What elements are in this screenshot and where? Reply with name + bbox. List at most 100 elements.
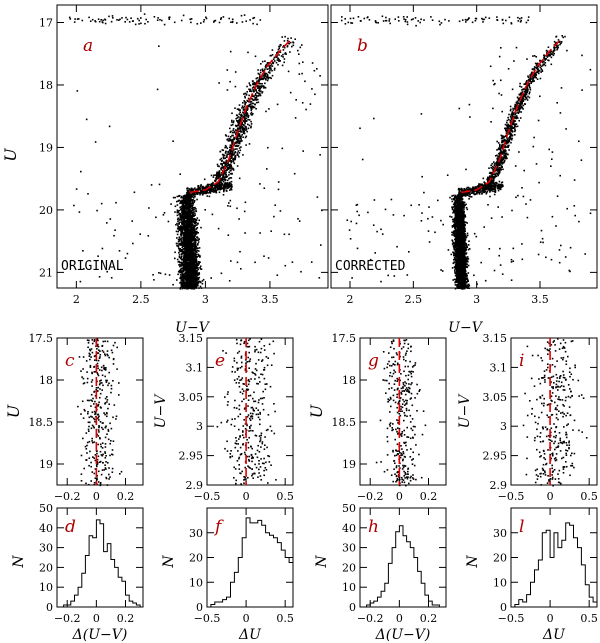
y-tick-label-a: 19 [39,141,53,154]
y-axis-title-h: N [314,555,330,569]
histogram-steps-h [362,525,444,608]
y-tick-label-d: 40 [39,522,53,535]
x-tick-label-b: 2.5 [405,293,423,306]
x-tick-label-e: 0.5 [276,490,294,503]
y-axis-title-e: U−V [153,393,169,429]
y-tick-label-d: 0 [46,601,53,614]
x-tick-label-l: 0.5 [580,612,598,625]
y-tick-label-g: 18 [342,374,356,387]
y-tick-label-d: 50 [39,502,53,515]
y-tick-label-e: 3.15 [179,332,204,345]
chart-marks-layer: 2 2.5 3 3.5 17 18 19 20 21 a ORIGINAL 2 2.5 3 3.5 b CORR… [1,4,598,643]
x-tick-label-l: −0.5 [498,612,525,625]
panel-frame-i [510,337,598,486]
x-tick-label-h: 0 [396,612,403,625]
x-tick-label-e: 0 [243,490,250,503]
y-tick-label-i: 3 [500,420,507,433]
panel-a: 2 2.5 3 3.5 17 18 19 20 21 a ORIGINAL [39,4,329,306]
x-axis-title-l: ΔU [542,627,566,643]
y-tick-label-f: 0 [196,601,203,614]
y-tick-label-d: 10 [39,581,53,594]
panel-annotation-b: CORRECTED [335,259,406,274]
y-tick-label-h: 40 [342,522,356,535]
y-tick-label-l: 0 [500,601,507,614]
y-tick-label-l: 10 [493,576,507,589]
y-tick-label-e: 2.9 [186,479,204,492]
panel-letter-i: i [519,351,524,371]
x-tick-label-i: 0 [547,490,554,503]
y-tick-label-h: 30 [342,542,356,555]
y-axis-title-i: U−V [457,393,473,429]
panel-letter-c: c [65,351,75,371]
x-axis-title-b: U−V [448,320,484,336]
y-axis-title-a: U [1,148,20,162]
panel-frame-h [359,507,447,608]
y-tick-label-i: 3.05 [483,391,508,404]
y-tick-label-a: 20 [39,204,53,217]
y-tick-label-c: 19 [39,458,53,471]
y-tick-label-g: 17.5 [332,332,357,345]
y-tick-label-f: 20 [189,552,203,565]
x-axis-title-h: Δ(U−V) [375,627,431,643]
x-tick-label-f: −0.5 [194,612,221,625]
x-tick-label-a: 3.5 [261,293,279,306]
panel-frame-c [56,337,144,486]
histogram-steps-d [59,519,141,608]
y-tick-label-f: 10 [189,576,203,589]
panel-letter-e: e [215,351,225,371]
panel-e: −0.5 0 0.5 2.9 2.95 3 3.05 3.1 3.15 e U−V [153,332,294,503]
panel-letter-b: b [357,36,368,56]
y-tick-label-c: 17.5 [29,332,54,345]
y-tick-label-c: 18.5 [29,416,54,429]
x-tick-label-b: 3.5 [531,293,549,306]
x-tick-label-d: −0.2 [54,612,81,625]
y-tick-label-l: 30 [493,527,507,540]
y-tick-label-f: 30 [189,527,203,540]
x-tick-label-g: −0.2 [357,490,384,503]
panel-annotation-a: ORIGINAL [61,259,124,274]
x-tick-label-a: 2 [73,293,80,306]
y-tick-label-l: 20 [493,552,507,565]
y-tick-label-d: 30 [39,542,53,555]
panel-frame-d [56,507,144,608]
x-tick-label-a: 3 [202,293,209,306]
y-axis-title-l: N [465,555,481,569]
panel-frame-a [56,4,329,289]
y-tick-label-g: 19 [342,458,356,471]
panel-letter-l: l [519,517,524,537]
y-tick-label-h: 20 [342,561,356,574]
panel-frame-g [359,337,447,486]
x-axis-title-f: ΔU [238,627,262,643]
y-axis-title-g: U [307,404,326,418]
x-tick-label-a: 2.5 [132,293,150,306]
y-tick-label-a: 21 [39,266,53,279]
x-tick-label-c: −0.2 [54,490,81,503]
y-axis-title-c: U [4,404,23,418]
y-tick-label-h: 50 [342,502,356,515]
panel-g: −0.2 0 0.2 17.5 18 18.5 19 g U [307,332,447,503]
y-tick-label-i: 2.95 [483,450,508,463]
x-tick-label-g: 0 [396,490,403,503]
panel-i: −0.5 0 0.5 2.9 2.95 3 3.05 3.1 3.15 i U−V [457,332,598,503]
x-tick-label-c: 0 [93,490,100,503]
x-tick-label-h: 0.2 [420,612,438,625]
panel-letter-a: a [83,36,93,56]
y-tick-label-e: 2.95 [179,450,204,463]
x-tick-label-f: 0.5 [276,612,294,625]
y-tick-label-d: 20 [39,561,53,574]
panel-frame-e [206,337,294,486]
y-tick-label-a: 17 [39,16,53,29]
y-tick-label-i: 2.9 [490,479,508,492]
histogram-steps-f [207,517,294,608]
y-tick-label-i: 3.1 [490,361,508,374]
fiducial-line-a [189,40,290,194]
x-tick-label-g: 0.2 [420,490,438,503]
x-tick-label-c: 0.2 [117,490,135,503]
x-tick-label-e: −0.5 [194,490,221,503]
panel-c: −0.2 0 0.2 17.5 18 18.5 19 c U [4,332,144,503]
